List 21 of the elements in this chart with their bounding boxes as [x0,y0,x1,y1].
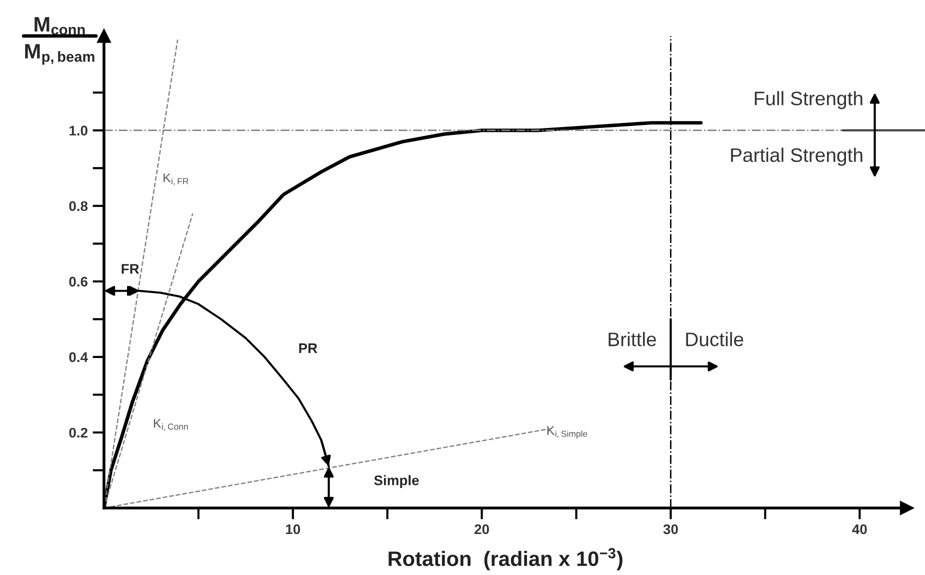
x-axis-title: Rotation (radian x 10$^{−3}$) [388,548,622,570]
annotation: Partial Strength [731,148,862,166]
x-tick-label: 10 [286,524,300,534]
x-tick-label: 40 [852,524,867,534]
x-tick-label: 20 [474,524,489,534]
annotation: FR [122,264,140,274]
annotation: K$_{i,FR}$ [164,174,188,186]
annotation: Simple [374,475,419,488]
y-axis-title: M$_{conn}$ M$_{p,beam}$ [25,17,94,65]
annotation: Brittle [608,332,656,346]
annotation: K$_{i,Simple}$ [547,426,588,439]
annotation: Ductile [686,332,744,346]
annotation: K$_{i,Conn}$ [154,419,188,431]
annotation: Full Strength [754,91,862,110]
x-tick-label: 30 [663,524,678,534]
y-tick-label: 1.0 [70,126,88,136]
y-tick-label: 0.6 [69,276,88,287]
annotation: PR [299,343,318,353]
y-tick-label: 0.8 [69,201,88,212]
y-tick-label: 0.4 [69,352,88,362]
y-tick-label: 0.2 [69,428,88,438]
